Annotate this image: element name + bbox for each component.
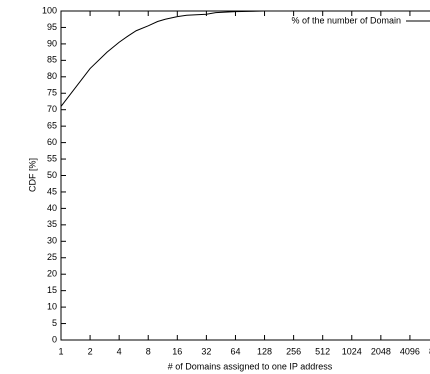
x-tick-label: 8192	[429, 346, 430, 356]
plot-frame	[60, 10, 430, 341]
x-axis-label: # of Domains assigned to one IP address	[168, 361, 333, 371]
y-tick-label: 100	[42, 5, 57, 15]
y-tick-label: 0	[52, 334, 57, 344]
y-tick-label: 70	[47, 104, 57, 114]
y-tick-label: 50	[47, 170, 57, 180]
y-tick-label: 55	[47, 153, 57, 163]
line-series	[60, 10, 430, 107]
x-tick-label: 2048	[371, 346, 391, 356]
x-tick-label: 4096	[400, 346, 420, 356]
x-tick-label: 8	[146, 346, 151, 356]
x-tick-label: 4	[117, 346, 122, 356]
x-tick-label: 64	[230, 346, 240, 356]
y-tick-label: 35	[47, 219, 57, 229]
y-tick-label: 5	[52, 318, 57, 328]
y-tick-label: 60	[47, 137, 57, 147]
y-tick-label: 90	[47, 38, 57, 48]
y-axis-label: CDF [%]	[27, 158, 37, 192]
x-tick-label: 2	[88, 346, 93, 356]
x-tick-label: 1024	[342, 346, 362, 356]
y-tick-label: 85	[47, 55, 57, 65]
x-tick-label: 32	[201, 346, 211, 356]
x-tick-label: 256	[286, 346, 301, 356]
y-tick-label: 40	[47, 203, 57, 213]
y-tick-label: 95	[47, 22, 57, 32]
y-tick-label: 25	[47, 252, 57, 262]
x-tick-label: 16	[172, 346, 182, 356]
x-tick-label: 512	[315, 346, 330, 356]
y-tick-label: 30	[47, 236, 57, 246]
y-tick-label: 80	[47, 71, 57, 81]
y-tick-label: 10	[47, 301, 57, 311]
y-tick-label: 65	[47, 121, 57, 131]
x-tick-label: 128	[257, 346, 272, 356]
y-tick-label: 15	[47, 285, 57, 295]
y-tick-label: 45	[47, 186, 57, 196]
legend-label: % of the number of Domain	[291, 15, 401, 25]
y-tick-label: 20	[47, 269, 57, 279]
y-tick-label: 75	[47, 88, 57, 98]
x-tick-label: 1	[58, 346, 63, 356]
